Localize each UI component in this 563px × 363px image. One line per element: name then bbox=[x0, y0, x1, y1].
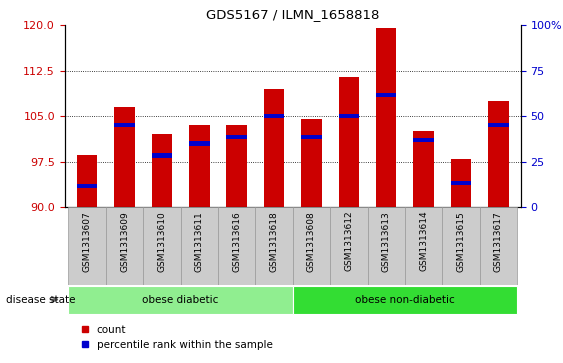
Bar bbox=[451, 159, 471, 207]
Bar bbox=[77, 184, 97, 188]
Text: GSM1313616: GSM1313616 bbox=[232, 211, 241, 272]
Bar bbox=[330, 207, 368, 285]
Text: GSM1313612: GSM1313612 bbox=[345, 211, 354, 272]
Bar bbox=[451, 180, 471, 185]
Bar bbox=[256, 207, 293, 285]
Bar bbox=[413, 131, 434, 207]
Bar bbox=[106, 207, 143, 285]
Text: GSM1313610: GSM1313610 bbox=[158, 211, 167, 272]
Bar bbox=[293, 286, 517, 314]
Bar bbox=[226, 135, 247, 139]
Bar bbox=[69, 207, 106, 285]
Bar bbox=[69, 286, 293, 314]
Bar bbox=[338, 114, 359, 118]
Bar bbox=[301, 119, 321, 207]
Bar bbox=[413, 138, 434, 142]
Bar bbox=[151, 153, 172, 158]
Text: GSM1313617: GSM1313617 bbox=[494, 211, 503, 272]
Bar bbox=[301, 135, 321, 139]
Text: GSM1313615: GSM1313615 bbox=[457, 211, 466, 272]
Text: obese non-diabetic: obese non-diabetic bbox=[355, 295, 455, 305]
Bar bbox=[189, 125, 209, 207]
Text: disease state: disease state bbox=[6, 295, 75, 305]
Text: GSM1313608: GSM1313608 bbox=[307, 211, 316, 272]
Bar bbox=[376, 28, 396, 207]
Bar bbox=[143, 207, 181, 285]
Text: GSM1313607: GSM1313607 bbox=[83, 211, 92, 272]
Bar bbox=[114, 107, 135, 207]
Bar bbox=[264, 89, 284, 207]
Bar bbox=[405, 207, 443, 285]
Text: GSM1313609: GSM1313609 bbox=[120, 211, 129, 272]
Bar bbox=[181, 207, 218, 285]
Bar bbox=[151, 134, 172, 207]
Text: GSM1313618: GSM1313618 bbox=[270, 211, 279, 272]
Bar bbox=[264, 114, 284, 118]
Bar bbox=[480, 207, 517, 285]
Bar bbox=[189, 141, 209, 146]
Bar bbox=[114, 123, 135, 127]
Title: GDS5167 / ILMN_1658818: GDS5167 / ILMN_1658818 bbox=[206, 8, 379, 21]
Bar bbox=[218, 207, 256, 285]
Text: GSM1313613: GSM1313613 bbox=[382, 211, 391, 272]
Bar bbox=[443, 207, 480, 285]
Bar bbox=[293, 207, 330, 285]
Bar bbox=[376, 93, 396, 97]
Text: GSM1313611: GSM1313611 bbox=[195, 211, 204, 272]
Bar bbox=[488, 123, 508, 127]
Bar bbox=[77, 155, 97, 207]
Legend: count, percentile rank within the sample: count, percentile rank within the sample bbox=[81, 325, 272, 350]
Bar bbox=[488, 101, 508, 207]
Bar bbox=[338, 77, 359, 207]
Text: GSM1313614: GSM1313614 bbox=[419, 211, 428, 272]
Bar bbox=[226, 125, 247, 207]
Text: obese diabetic: obese diabetic bbox=[142, 295, 219, 305]
Bar bbox=[368, 207, 405, 285]
